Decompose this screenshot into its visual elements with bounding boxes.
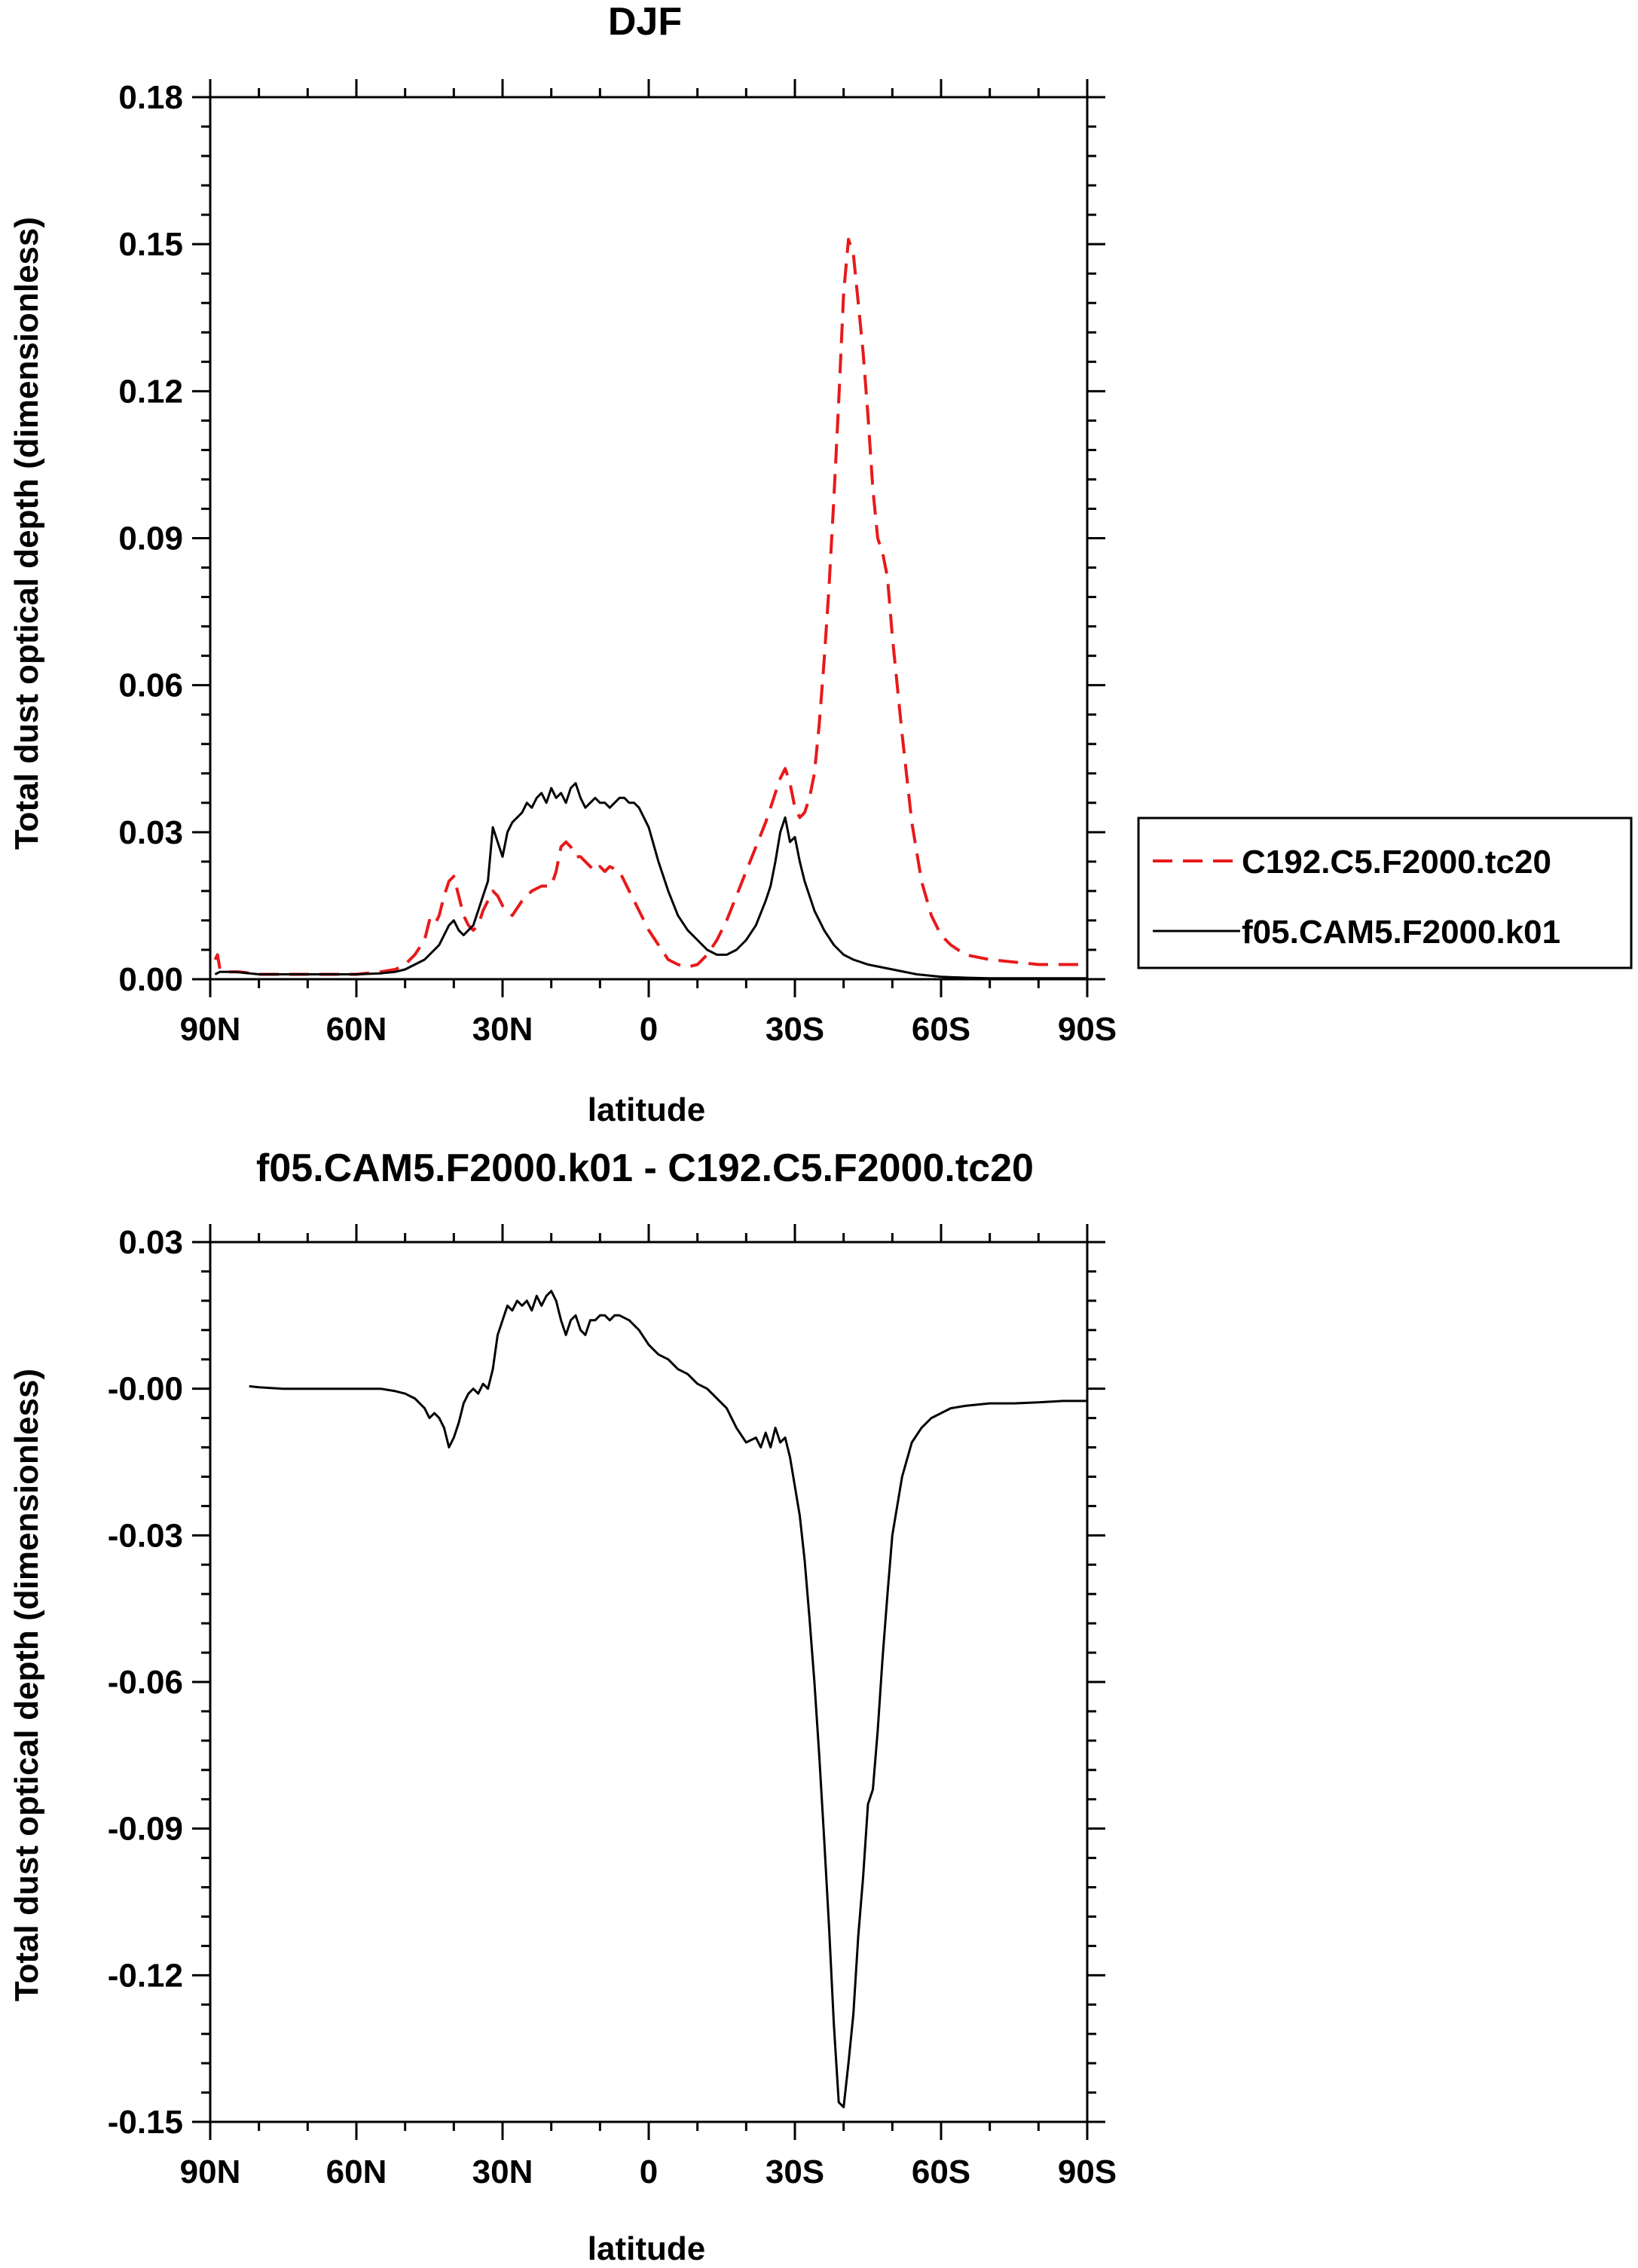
plot-area: 0.00 0.03 0.06 0.09 0.12 0.15 0.18 90N 60N 30N 0 30… bbox=[118, 79, 1117, 1048]
x-tick-label: 0 bbox=[640, 1011, 658, 1048]
y-tick-label: -0.09 bbox=[108, 1811, 183, 1848]
chart-title: f05.CAM5.F2000.k01 - C192.C5.F2000.tc20 bbox=[256, 1146, 1034, 1190]
y-tick-label: -0.12 bbox=[108, 1957, 183, 1994]
x-tick-label: 60S bbox=[912, 1011, 970, 1048]
x-tick-label: 30N bbox=[472, 1011, 533, 1048]
x-tick-label: 0 bbox=[640, 2154, 658, 2190]
y-tick-label: -0.15 bbox=[108, 2104, 183, 2141]
x-tick-label: 60S bbox=[912, 2154, 970, 2190]
y-tick-label: -0.06 bbox=[108, 1664, 183, 1701]
y-tick-label: 0.03 bbox=[118, 814, 183, 851]
x-tick-label: 90S bbox=[1058, 1011, 1117, 1048]
legend: C192.C5.F2000.tc20 f05.CAM5.F2000.k01 bbox=[1137, 817, 1633, 969]
y-tick-label: 0.12 bbox=[118, 373, 183, 410]
legend-label-c192: C192.C5.F2000.tc20 bbox=[1242, 844, 1551, 881]
x-tick-label: 60N bbox=[326, 1011, 387, 1048]
legend-label-f05: f05.CAM5.F2000.k01 bbox=[1242, 914, 1560, 951]
x-tick-label: 30S bbox=[766, 1011, 824, 1048]
x-tick-label: 60N bbox=[326, 2154, 387, 2190]
plot-area: -0.15 -0.12 -0.09 -0.06 -0.03 -0.00 0.03 90N 60N… bbox=[108, 1224, 1117, 2190]
series-line-c192-c5-f2000-tc20 bbox=[213, 237, 1087, 976]
x-tick-label: 30S bbox=[766, 2154, 824, 2190]
x-axis-label: latitude bbox=[588, 2230, 705, 2267]
plot-frame bbox=[209, 1241, 1089, 2123]
panel-djf: DJF 0.00 0.03 0.06 0.09 0.12 0.15 0.18 90N 60N 30… bbox=[8, 0, 1117, 1128]
y-axis-label: Total dust optical depth (dimensionless) bbox=[8, 1369, 45, 2001]
chart-title: DJF bbox=[608, 0, 682, 44]
y-tick-label: 0.00 bbox=[118, 961, 183, 998]
y-tick-label: 0.15 bbox=[118, 226, 183, 263]
x-tick-label: 90S bbox=[1058, 2154, 1117, 2190]
x-axis-label: latitude bbox=[588, 1091, 705, 1128]
plot-frame bbox=[209, 96, 1089, 981]
series-line-f05-cam5-f2000-k01 bbox=[214, 782, 1087, 979]
x-tick-label: 30N bbox=[472, 2154, 533, 2190]
y-tick-label: 0.09 bbox=[118, 520, 183, 557]
legend-box bbox=[1137, 817, 1633, 969]
y-tick-label: 0.06 bbox=[118, 667, 183, 704]
y-tick-label: 0.03 bbox=[118, 1224, 183, 1261]
x-tick-label: 90N bbox=[180, 1011, 241, 1048]
y-tick-label: -0.03 bbox=[108, 1517, 183, 1554]
x-tick-label: 90N bbox=[180, 2154, 241, 2190]
series-line-difference bbox=[249, 1290, 1087, 2108]
y-tick-label: 0.18 bbox=[118, 79, 183, 116]
y-tick-label: -0.00 bbox=[108, 1371, 183, 1408]
panel-difference: f05.CAM5.F2000.k01 - C192.C5.F2000.tc20 … bbox=[8, 1146, 1117, 2267]
y-axis-label: Total dust optical depth (dimensionless) bbox=[8, 217, 45, 850]
